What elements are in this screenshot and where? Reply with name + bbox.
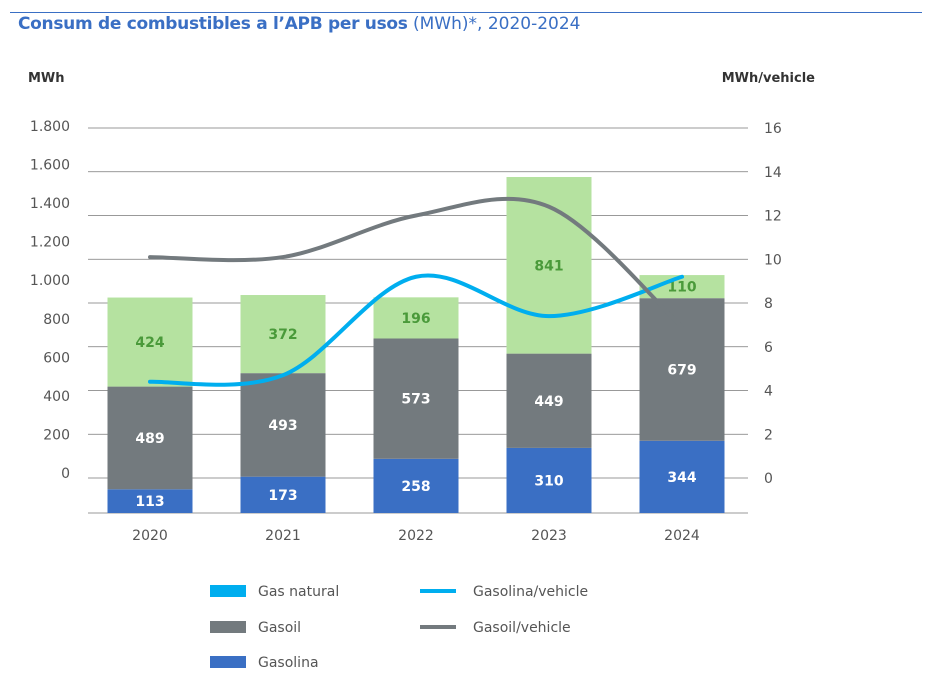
data-label: 493 — [268, 418, 297, 434]
line-gasolina-per-vehicle — [148, 273, 684, 387]
data-label: 173 — [268, 488, 297, 504]
data-label: 424 — [135, 335, 164, 351]
y-left-tick: 800 — [43, 312, 70, 328]
y-left-tick: 600 — [43, 350, 70, 366]
bar-gasolina — [240, 476, 326, 513]
y-right-tick: 2 — [764, 427, 773, 443]
data-label: 679 — [667, 362, 696, 378]
top-rule — [10, 12, 922, 13]
y-right-tick: 6 — [764, 340, 773, 356]
legend-label: Gasoil — [258, 620, 301, 636]
legend-swatch — [210, 585, 246, 597]
data-label: 196 — [401, 311, 430, 327]
x-tick: 2020 — [132, 528, 168, 544]
legend-swatch — [210, 621, 246, 633]
bar-gasoil — [373, 338, 459, 459]
title-bold: Consum de combustibles a l’APB per usos — [18, 14, 408, 34]
y-right-tick: 4 — [764, 384, 773, 400]
legend-label: Gasolina — [258, 655, 319, 671]
title-rest: (MWh)*, 2020-2024 — [407, 14, 581, 34]
bar-gasolina — [373, 458, 459, 513]
y-right-axis-title: MWh/vehicle — [722, 71, 815, 86]
data-label: 573 — [401, 392, 430, 408]
data-label: 449 — [534, 394, 563, 410]
y-left-tick: 1.600 — [30, 158, 70, 174]
y-left-tick: 0 — [61, 466, 70, 482]
bar-gas-natural — [639, 275, 725, 299]
bar-gasoil — [107, 386, 193, 490]
x-tick: 2021 — [265, 528, 301, 544]
legend-swatch — [210, 656, 246, 668]
data-label: 113 — [135, 494, 164, 510]
chart-title: Consum de combustibles a l’APB per usos … — [18, 14, 580, 34]
data-label: 310 — [534, 473, 563, 489]
y-right-tick: 0 — [764, 471, 773, 487]
bar-gas-natural — [107, 297, 193, 387]
bar-gasolina — [506, 447, 592, 513]
bar-gasoil — [506, 353, 592, 448]
y-left-tick: 200 — [43, 427, 70, 443]
legend-label: Gasolina/vehicle — [473, 584, 588, 600]
data-label: 344 — [667, 470, 696, 486]
legend-label: Gasoil/vehicle — [473, 620, 571, 636]
y-left-tick: 1.800 — [30, 119, 70, 135]
y-right-tick: 16 — [764, 121, 782, 137]
x-tick: 2023 — [531, 528, 567, 544]
bar-gasolina — [107, 489, 193, 513]
x-tick: 2022 — [398, 528, 434, 544]
bar-gasoil — [240, 373, 326, 477]
bar-gasolina — [639, 440, 725, 513]
y-right-tick: 14 — [764, 165, 782, 181]
y-left-tick: 1.200 — [30, 235, 70, 251]
y-left-tick: 400 — [43, 389, 70, 405]
data-label: 258 — [401, 479, 430, 495]
data-label: 372 — [268, 327, 297, 343]
y-left-tick: 1.400 — [30, 196, 70, 212]
y-right-tick: 10 — [764, 252, 782, 268]
bar-gasoil — [639, 298, 725, 441]
data-label: 841 — [534, 258, 563, 274]
legend-label: Gas natural — [258, 584, 339, 600]
bar-gas-natural — [373, 297, 459, 339]
line-gasoil-per-vehicle — [148, 196, 684, 330]
x-tick: 2024 — [664, 528, 700, 544]
y-left-axis-title: MWh — [28, 71, 65, 86]
y-left-tick: 1.000 — [30, 273, 70, 289]
data-label: 110 — [667, 280, 696, 296]
y-right-tick: 8 — [764, 296, 773, 312]
y-right-tick: 12 — [764, 209, 782, 225]
data-label: 489 — [135, 431, 164, 447]
